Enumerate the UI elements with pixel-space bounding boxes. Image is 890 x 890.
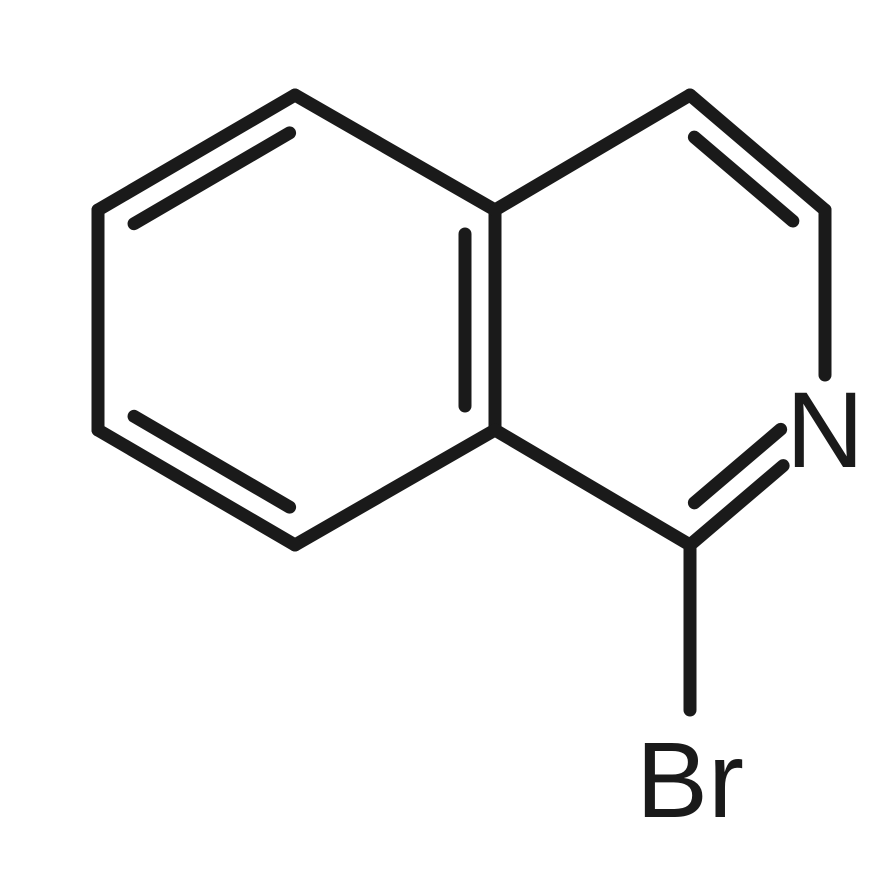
bond-line — [495, 95, 690, 210]
atom-label-n: N — [786, 376, 864, 484]
atom-label-br: Br — [636, 726, 744, 834]
bond-layer — [0, 0, 890, 890]
bond-line — [694, 429, 780, 502]
molecule-canvas: N Br — [0, 0, 890, 890]
bond-line — [295, 95, 495, 210]
bond-line — [690, 466, 783, 545]
bond-line — [295, 430, 495, 545]
bond-line — [694, 137, 792, 221]
bond-line — [495, 430, 690, 545]
